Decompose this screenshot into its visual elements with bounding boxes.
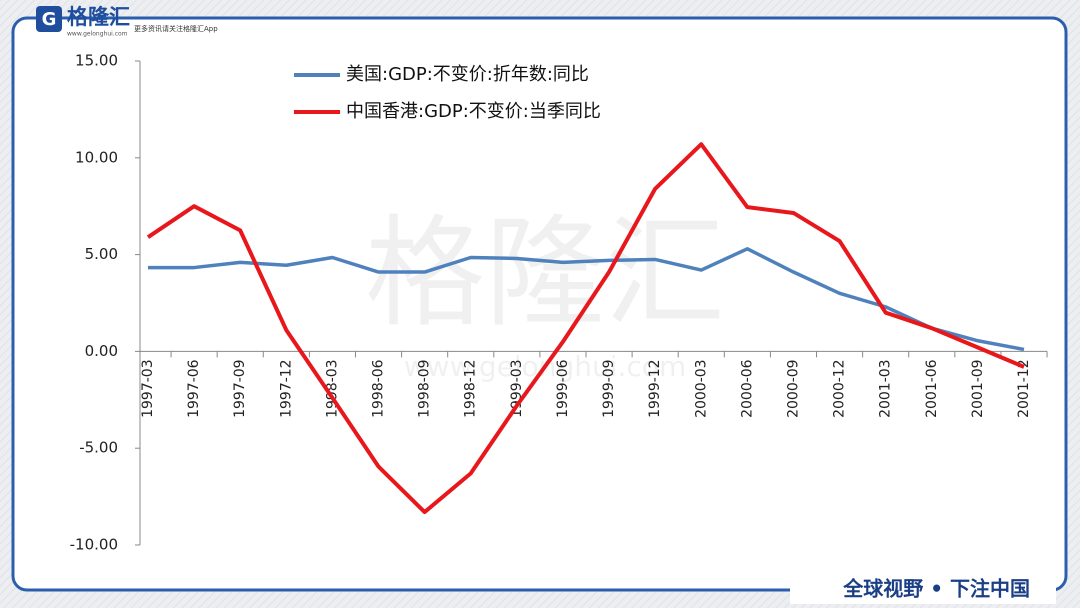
slogan: 更多资讯请关注格隆汇App: [134, 24, 218, 33]
plot-panel: [28, 40, 1056, 568]
x-tick-label: 2000-06: [739, 359, 755, 418]
x-tick-label: 2000-03: [693, 359, 709, 418]
x-tick-label: 2001-09: [970, 359, 986, 418]
watermark-logo: 格隆汇: [365, 205, 725, 344]
x-tick-label: 1997-03: [140, 359, 156, 418]
chart: -10.00 -5.00 0.00 5.00 10.00 15.00 1997-03 1997…: [70, 52, 1048, 554]
x-tick-label: 1999-12: [647, 359, 663, 418]
logo-text: 格隆汇: [67, 5, 130, 29]
x-tick-label: 1998-09: [417, 359, 433, 418]
logo-icon: [36, 6, 62, 32]
data-line: [148, 247, 1025, 352]
x-tick-label: 1997-09: [232, 359, 248, 418]
footer-tagline: 全球视野 • 下注中国: [842, 577, 1030, 601]
logo-letter: G: [42, 9, 57, 30]
y-tick-label: -5.00: [79, 439, 118, 457]
x-tick-label: 1997-06: [186, 359, 202, 418]
x-tick-label: 2001-06: [924, 359, 940, 418]
x-tick-label: 2001-03: [878, 359, 894, 418]
footer-box: [790, 574, 1056, 604]
x-tick-label: 1997-12: [278, 359, 294, 418]
x-tick-label: 1998-12: [463, 359, 479, 418]
x-tick-label: 2001-12: [1016, 359, 1032, 418]
data-line: [146, 142, 1025, 515]
y-tick-label: 5.00: [85, 245, 118, 263]
legend-label: 美国:GDP:不变价:折年数:同比: [346, 64, 589, 85]
y-tick-label: -10.00: [70, 536, 118, 554]
x-tick-label: 2000-09: [785, 359, 801, 418]
x-tick-label: 1998-06: [371, 359, 387, 418]
x-tick-label: 1999-06: [555, 359, 571, 418]
x-tick-label: 2000-12: [832, 359, 848, 418]
y-tick-label: 10.00: [75, 148, 118, 166]
x-tick-label: 1999-09: [601, 359, 617, 418]
logo-site: www.gelonghui.com: [67, 31, 128, 38]
y-tick-label: 15.00: [75, 52, 118, 70]
legend-label: 中国香港:GDP:不变价:当季同比: [346, 101, 601, 122]
y-tick-label: 0.00: [85, 342, 118, 360]
